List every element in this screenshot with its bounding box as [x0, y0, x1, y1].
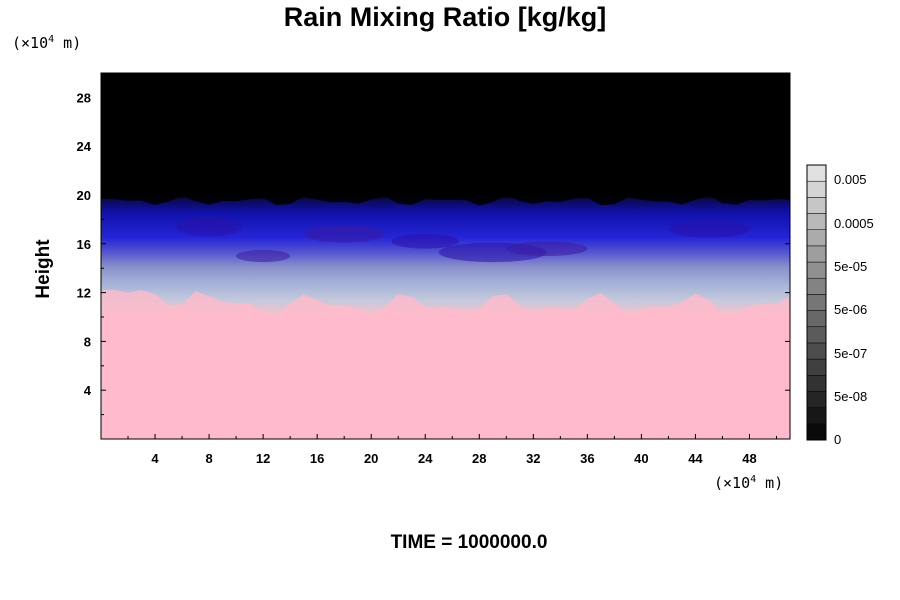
plot-frame: [100, 72, 791, 440]
colorbar-cell: [806, 180, 827, 198]
x-tick-label: 8: [205, 451, 212, 466]
colorbar-cell: [806, 261, 827, 279]
colorbar-label: 5e-07: [834, 346, 867, 361]
x-tick-label: 24: [418, 451, 433, 466]
lower-boundary: [101, 289, 790, 317]
x-tick-label: 12: [256, 451, 270, 466]
time-label: TIME = 1000000.0: [390, 532, 548, 553]
colorbar-label: 5e-06: [834, 302, 867, 317]
turbulence-patch: [391, 234, 460, 249]
y-tick-label: 8: [84, 334, 91, 349]
x-tick-label: 32: [526, 451, 540, 466]
chart-title: Rain Mixing Ratio [kg/kg]: [283, 2, 607, 32]
colorbar-label: 0.005: [834, 172, 867, 187]
colorbar-label: 5e-08: [834, 389, 867, 404]
colorbar-cell: [806, 197, 827, 214]
colorbar-cell: [806, 294, 827, 311]
turbulence-patch: [303, 225, 385, 243]
x-tick-label: 48: [742, 451, 756, 466]
colorbar-cell: [806, 310, 827, 328]
turbulence-patch: [236, 249, 291, 263]
colorbar-cell: [806, 164, 827, 182]
colorbar-cell: [806, 342, 827, 360]
colorbar-cell: [806, 375, 827, 392]
turbulence-patch: [668, 220, 750, 238]
y-tick-label: 4: [84, 383, 92, 398]
x-unit-label: (×104 m): [714, 474, 784, 492]
x-tick-label: 16: [310, 451, 324, 466]
colorbar-cell: [806, 245, 827, 263]
y-tick-label: 20: [77, 188, 91, 203]
x-tick-label: 4: [151, 451, 159, 466]
turbulence-patch: [176, 216, 242, 237]
y-tick-label: 24: [77, 139, 92, 154]
colorbar-cell: [806, 358, 827, 376]
x-tick-label: 36: [580, 451, 594, 466]
x-tick-label: 40: [634, 451, 648, 466]
y-tick-label: 28: [77, 90, 91, 105]
colorbar-label: 0.0005: [834, 216, 874, 231]
colorbar-label: 5e-05: [834, 259, 867, 274]
y-unit-label: (×104 m): [12, 34, 82, 52]
colorbar-cell: [806, 423, 827, 441]
x-tick-label: 20: [364, 451, 378, 466]
colorbar: 0.005 0.0005 5e-05 5e-06 5e-07 5e-08 0: [806, 164, 874, 447]
colorbar-cell: [806, 391, 827, 408]
x-tick-label: 44: [688, 451, 703, 466]
colorbar-label: 0: [834, 432, 841, 447]
colorbar-cell: [806, 213, 827, 230]
colorbar-cell: [806, 229, 827, 247]
upper-boundary: [101, 182, 790, 206]
turbulence-patch: [506, 241, 588, 256]
y-tick-label: 12: [77, 286, 91, 301]
x-tick-label: 28: [472, 451, 486, 466]
y-tick-label: 16: [77, 237, 91, 252]
colorbar-cell: [806, 326, 827, 344]
colorbar-cell: [806, 407, 827, 425]
heatmap-features: [101, 182, 790, 317]
colorbar-cell: [806, 277, 827, 295]
colorbar-frame: [806, 164, 827, 441]
